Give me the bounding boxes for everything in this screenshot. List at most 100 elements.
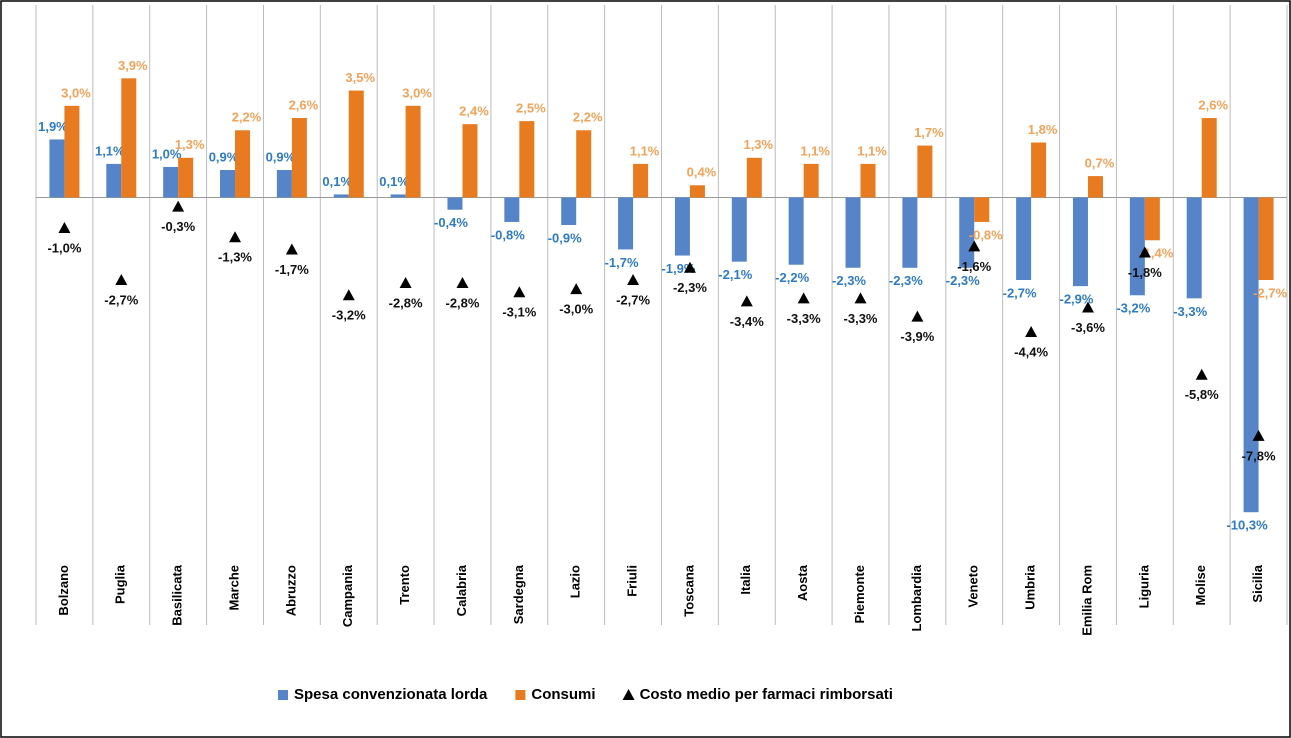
value-label: -0,8% bbox=[969, 227, 1003, 242]
marker bbox=[1138, 246, 1151, 258]
value-label: 0,4% bbox=[687, 165, 717, 180]
legend-label: Spesa convenzionata lorda bbox=[294, 686, 488, 703]
value-label: -0,9% bbox=[548, 230, 582, 245]
bar bbox=[974, 197, 990, 222]
legend-label: Consumi bbox=[531, 686, 595, 703]
marker bbox=[740, 295, 753, 307]
x-tick-label: Calabria bbox=[454, 564, 469, 616]
marker bbox=[285, 243, 298, 255]
value-label: -2,7% bbox=[104, 292, 138, 307]
value-label: 2,6% bbox=[289, 97, 319, 112]
x-tick-label: Sicilia bbox=[1250, 564, 1265, 602]
bar bbox=[348, 90, 364, 198]
value-label: 3,9% bbox=[118, 58, 148, 73]
bar bbox=[220, 170, 236, 198]
bar bbox=[917, 145, 933, 198]
bar bbox=[49, 139, 65, 198]
value-label: -2,3% bbox=[832, 273, 866, 288]
bar bbox=[519, 121, 535, 198]
x-tick-label: Sardegna bbox=[511, 564, 526, 624]
value-label: 3,0% bbox=[61, 85, 91, 100]
bar bbox=[845, 197, 861, 268]
bar bbox=[788, 197, 804, 265]
x-tick-label: Toscana bbox=[681, 564, 696, 617]
value-label: -5,8% bbox=[1185, 387, 1219, 402]
marker bbox=[797, 292, 810, 304]
bar bbox=[803, 163, 819, 198]
x-tick-label: Aosta bbox=[795, 564, 810, 601]
x-tick-label: Trento bbox=[397, 565, 412, 605]
value-label: 1,3% bbox=[175, 137, 205, 152]
value-label: 2,6% bbox=[1198, 97, 1228, 112]
marker bbox=[911, 310, 924, 322]
value-label: 1,1% bbox=[857, 143, 887, 158]
bar bbox=[447, 197, 463, 210]
bar bbox=[1243, 197, 1259, 513]
value-label: -1,3% bbox=[218, 250, 252, 265]
x-tick-label: Bolzano bbox=[56, 565, 71, 616]
bar bbox=[860, 163, 876, 198]
x-tick-label: Marche bbox=[226, 565, 241, 611]
marker bbox=[58, 222, 71, 234]
value-label: -3,3% bbox=[844, 311, 878, 326]
bar bbox=[633, 163, 649, 198]
marker bbox=[1252, 429, 1265, 441]
x-tick-label: Italia bbox=[738, 564, 753, 594]
marker bbox=[683, 261, 696, 273]
value-label: -1,6% bbox=[957, 259, 991, 274]
value-label: -3,3% bbox=[787, 311, 821, 326]
value-label: 1,0% bbox=[152, 146, 182, 161]
bar bbox=[1072, 197, 1088, 287]
x-tick-label: Molise bbox=[1193, 565, 1208, 605]
marker bbox=[968, 240, 981, 252]
x-tick-label: Lombardia bbox=[909, 564, 924, 631]
bar bbox=[1201, 118, 1217, 198]
value-label: -2,8% bbox=[445, 295, 479, 310]
value-label: -0,8% bbox=[491, 227, 525, 242]
value-label: 1,9% bbox=[38, 119, 68, 134]
value-label: 0,9% bbox=[209, 149, 239, 164]
legend-swatch bbox=[622, 689, 635, 700]
value-label: 2,2% bbox=[232, 110, 262, 125]
x-tick-label: Piemonte bbox=[852, 565, 867, 624]
marker bbox=[456, 277, 469, 289]
legend-label: Costo medio per farmaci rimborsati bbox=[640, 686, 893, 703]
marker bbox=[1081, 301, 1094, 313]
bar bbox=[235, 130, 251, 198]
bar bbox=[1258, 197, 1274, 280]
value-label: -3,2% bbox=[1116, 301, 1150, 316]
bar bbox=[291, 118, 307, 198]
marker bbox=[513, 286, 526, 298]
marker bbox=[229, 231, 242, 243]
bar bbox=[106, 163, 122, 198]
value-label: -3,2% bbox=[332, 308, 366, 323]
value-label: 2,4% bbox=[459, 104, 489, 119]
value-label: 0,1% bbox=[379, 174, 409, 189]
bar bbox=[405, 105, 421, 198]
value-label: -2,3% bbox=[889, 273, 923, 288]
value-label: 0,7% bbox=[1085, 156, 1115, 171]
value-label: 0,9% bbox=[266, 149, 296, 164]
x-tick-label: Abruzzo bbox=[283, 565, 298, 616]
value-label: 0,1% bbox=[322, 174, 352, 189]
value-label: -0,3% bbox=[161, 219, 195, 234]
bar bbox=[1016, 197, 1032, 280]
bar bbox=[504, 197, 520, 222]
value-label: 1,1% bbox=[95, 143, 125, 158]
bar bbox=[1144, 197, 1160, 241]
value-label: -1,7% bbox=[605, 255, 639, 270]
marker bbox=[1195, 368, 1208, 380]
bar bbox=[731, 197, 747, 262]
marker bbox=[627, 274, 640, 285]
bar bbox=[618, 197, 634, 250]
bar bbox=[163, 166, 179, 198]
x-tick-label: Friuli bbox=[625, 565, 640, 597]
bar bbox=[902, 197, 918, 268]
x-tick-label: Basilicata bbox=[170, 564, 185, 625]
value-label: 2,2% bbox=[573, 110, 603, 125]
marker bbox=[115, 274, 128, 285]
bar bbox=[1087, 176, 1103, 198]
x-tick-label: Puglia bbox=[113, 564, 128, 604]
value-label: -1,8% bbox=[1128, 265, 1162, 280]
x-tick-label: Umbria bbox=[1023, 564, 1038, 610]
